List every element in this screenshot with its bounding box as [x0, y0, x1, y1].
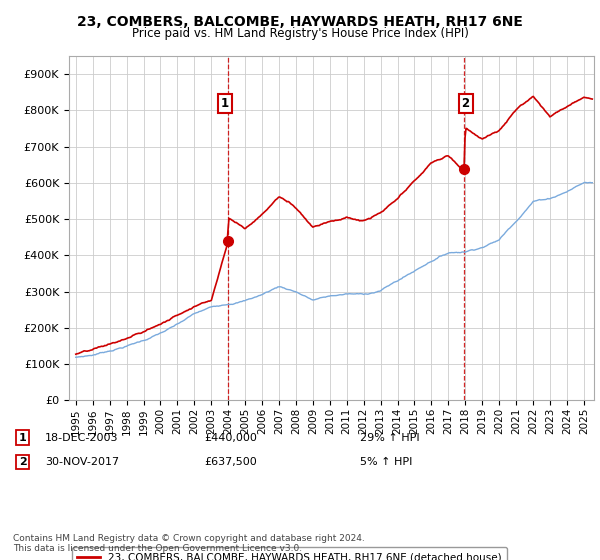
Text: 5% ↑ HPI: 5% ↑ HPI [360, 457, 412, 467]
Text: 2: 2 [19, 457, 26, 467]
Text: 1: 1 [19, 433, 26, 443]
Text: £440,000: £440,000 [204, 433, 257, 443]
Text: 30-NOV-2017: 30-NOV-2017 [45, 457, 119, 467]
Legend: 23, COMBERS, BALCOMBE, HAYWARDS HEATH, RH17 6NE (detached house), HPI: Average p: 23, COMBERS, BALCOMBE, HAYWARDS HEATH, R… [71, 547, 507, 560]
Text: 29% ↑ HPI: 29% ↑ HPI [360, 433, 419, 443]
Text: 1: 1 [221, 97, 229, 110]
Text: Price paid vs. HM Land Registry's House Price Index (HPI): Price paid vs. HM Land Registry's House … [131, 27, 469, 40]
Text: 23, COMBERS, BALCOMBE, HAYWARDS HEATH, RH17 6NE: 23, COMBERS, BALCOMBE, HAYWARDS HEATH, R… [77, 15, 523, 29]
Text: 18-DEC-2003: 18-DEC-2003 [45, 433, 119, 443]
Text: 2: 2 [461, 97, 470, 110]
Text: £637,500: £637,500 [204, 457, 257, 467]
Text: Contains HM Land Registry data © Crown copyright and database right 2024.
This d: Contains HM Land Registry data © Crown c… [13, 534, 365, 553]
